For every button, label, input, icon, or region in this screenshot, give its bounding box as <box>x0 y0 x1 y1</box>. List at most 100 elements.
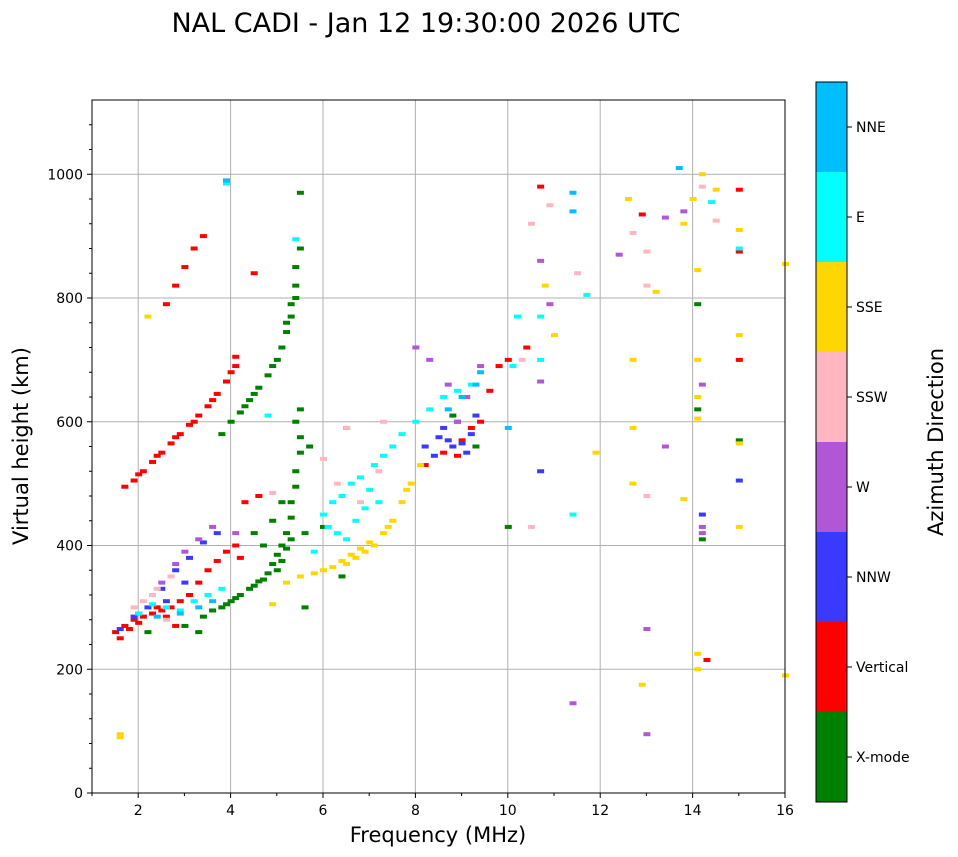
data-point-sse <box>329 565 337 570</box>
data-point-x-mode <box>273 357 281 362</box>
data-point-ssw <box>162 617 170 622</box>
data-point-e <box>537 314 545 319</box>
data-point-sse <box>370 543 378 548</box>
data-point-nnw <box>130 614 138 619</box>
data-point-vertical <box>139 614 147 619</box>
data-point-vertical <box>255 494 263 498</box>
data-point-e <box>292 237 300 242</box>
data-point-x-mode <box>278 558 286 563</box>
data-point-e <box>412 419 420 424</box>
y-tick-label: 200 <box>56 662 83 678</box>
data-point-sse <box>735 333 743 338</box>
data-point-vertical <box>486 388 494 393</box>
data-point-sse <box>735 524 743 529</box>
data-point-nne <box>222 178 230 183</box>
data-point-x-mode <box>449 413 457 418</box>
data-point-vertical <box>130 478 138 483</box>
data-point-x-mode <box>144 630 152 635</box>
data-point-vertical <box>209 398 217 403</box>
data-point-sse <box>116 735 124 740</box>
data-point-vertical <box>638 212 646 217</box>
data-point-w <box>426 357 434 362</box>
data-point-nne <box>176 611 184 616</box>
data-point-sse <box>629 425 637 430</box>
data-point-sse <box>689 197 697 201</box>
data-point-x-mode <box>283 320 291 325</box>
data-point-vertical <box>222 379 230 384</box>
data-point-x-mode <box>227 599 235 604</box>
data-point-e <box>440 395 448 399</box>
x-tick-label: 12 <box>591 803 609 819</box>
data-point-e <box>324 524 332 529</box>
y-tick-label: 800 <box>56 291 83 307</box>
data-point-sse <box>638 682 646 687</box>
data-point-sse <box>417 463 425 468</box>
data-point-vertical <box>537 184 545 189</box>
data-point-w <box>643 732 651 737</box>
data-point-sse <box>735 441 743 446</box>
data-point-ssw <box>130 605 138 610</box>
data-point-sse <box>652 289 660 294</box>
data-point-vertical <box>199 234 207 239</box>
data-point-sse <box>592 450 600 455</box>
colorbar-segment <box>816 262 847 352</box>
data-point-vertical <box>735 187 743 192</box>
data-point-w <box>195 537 203 542</box>
data-point-x-mode <box>338 574 346 579</box>
data-point-vertical <box>153 453 161 458</box>
data-point-sse <box>347 552 355 557</box>
data-point-vertical <box>125 627 133 632</box>
data-point-x-mode <box>320 524 327 529</box>
data-point-nnw <box>449 444 457 449</box>
data-point-e <box>264 413 272 418</box>
x-tick-label: 6 <box>319 803 328 819</box>
data-point-vertical <box>190 419 198 424</box>
x-tick-label: 16 <box>776 803 794 819</box>
data-point-vertical <box>241 500 249 505</box>
x-tick-label: 2 <box>134 803 143 819</box>
data-point-vertical <box>213 391 221 396</box>
data-point-nnw <box>144 605 152 610</box>
data-point-vertical <box>421 463 429 468</box>
data-point-x-mode <box>236 593 244 597</box>
data-point-ssw <box>527 524 535 529</box>
data-point-ssw <box>574 271 582 276</box>
data-point-w <box>546 302 554 307</box>
data-point-vertical <box>735 357 743 362</box>
data-point-ssw <box>320 456 327 461</box>
data-point-vertical <box>250 271 258 276</box>
data-point-x-mode <box>296 407 304 412</box>
colorbar-tick-label: Vertical <box>856 660 908 676</box>
data-point-vertical <box>227 370 235 375</box>
data-point-sse <box>694 416 702 421</box>
data-point-x-mode <box>259 577 267 582</box>
data-point-nnw <box>440 425 448 430</box>
data-point-x-mode <box>287 500 295 505</box>
data-point-x-mode <box>292 283 300 288</box>
data-point-ssw <box>167 574 175 579</box>
data-point-e <box>352 518 360 523</box>
data-point-e <box>735 246 743 251</box>
data-point-sse <box>283 580 291 585</box>
data-point-vertical <box>204 568 212 573</box>
data-point-vertical <box>121 484 129 489</box>
data-point-e <box>162 605 170 610</box>
data-point-vertical <box>167 441 175 446</box>
x-tick-label: 8 <box>411 803 420 819</box>
data-point-nne <box>569 209 577 214</box>
data-point-e <box>467 382 475 387</box>
data-point-ssw <box>375 469 383 474</box>
colorbar-tick-label: SSW <box>856 390 888 406</box>
data-point-e <box>176 608 184 613</box>
data-point-w <box>537 258 545 263</box>
data-point-sse <box>624 197 632 201</box>
data-point-vertical <box>149 611 157 616</box>
data-point-sse <box>398 500 406 505</box>
data-point-vertical <box>703 657 711 662</box>
data-point-nne <box>195 605 203 610</box>
chart-title: NAL CADI - Jan 12 19:30:00 2026 UTC <box>171 8 680 39</box>
data-point-vertical <box>190 246 198 251</box>
data-point-w <box>698 531 706 536</box>
data-point-vertical <box>477 419 485 424</box>
data-point-sse <box>352 555 360 560</box>
